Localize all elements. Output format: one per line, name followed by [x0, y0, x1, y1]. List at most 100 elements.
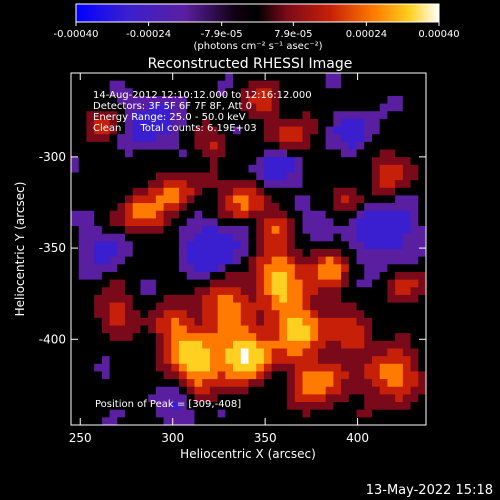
- info-detectors: Detectors: 3F 5F 6F 7F 8F, Att 0: [93, 101, 252, 112]
- image-pixel: [379, 379, 389, 388]
- image-pixel: [101, 80, 111, 89]
- image-pixel: [225, 371, 234, 380]
- image-pixel: [395, 302, 404, 311]
- image-pixel: [86, 218, 95, 227]
- image-pixel: [186, 371, 196, 380]
- image-pixel: [140, 356, 149, 365]
- image-pixel: [302, 356, 311, 365]
- image-pixel: [287, 126, 296, 135]
- image-pixel: [294, 203, 304, 212]
- image-pixel: [217, 172, 226, 181]
- image-pixel: [71, 180, 80, 189]
- image-pixel: [256, 417, 265, 425]
- image-pixel: [78, 149, 88, 158]
- image-pixel: [202, 317, 211, 327]
- image-pixel: [125, 118, 134, 128]
- image-pixel: [364, 271, 373, 281]
- image-pixel: [209, 363, 219, 373]
- image-pixel: [186, 271, 196, 281]
- image-pixel: [317, 180, 327, 189]
- image-pixel: [194, 417, 203, 425]
- image-pixel: [202, 287, 211, 296]
- image-pixel: [279, 348, 288, 357]
- image-pixel: [279, 402, 288, 411]
- image-pixel: [302, 180, 311, 189]
- image-pixel: [402, 340, 412, 350]
- image-pixel: [325, 264, 334, 273]
- image-pixel: [271, 402, 280, 411]
- image-pixel: [402, 302, 412, 311]
- image-pixel: [71, 356, 80, 365]
- image-pixel: [101, 348, 111, 357]
- image-pixel: [387, 371, 396, 380]
- image-pixel: [125, 157, 134, 166]
- image-pixel: [263, 394, 273, 403]
- image-pixel: [263, 195, 273, 204]
- image-pixel: [140, 340, 149, 350]
- image-pixel: [256, 80, 265, 89]
- image-pixel: [263, 126, 273, 135]
- image-pixel: [418, 249, 426, 258]
- image-pixel: [356, 141, 365, 151]
- image-pixel: [163, 233, 172, 242]
- image-pixel: [101, 340, 111, 350]
- image-pixel: [125, 73, 134, 82]
- image-pixel: [194, 241, 203, 250]
- image-pixel: [132, 226, 142, 235]
- image-pixel: [109, 264, 118, 273]
- image-pixel: [317, 103, 327, 112]
- image-pixel: [71, 264, 80, 273]
- image-pixel: [379, 80, 389, 89]
- image-pixel: [202, 126, 211, 135]
- image-pixel: [271, 356, 280, 365]
- image-pixel: [364, 172, 373, 181]
- image-pixel: [395, 73, 404, 82]
- image-pixel: [263, 348, 273, 357]
- image-pixel: [71, 233, 80, 242]
- image-pixel: [109, 348, 118, 357]
- image-pixel: [132, 88, 142, 97]
- image-pixel: [171, 172, 180, 181]
- image-pixel: [348, 180, 358, 189]
- image-pixel: [379, 126, 389, 135]
- image-pixel: [395, 118, 404, 128]
- image-pixel: [217, 187, 226, 197]
- image-pixel: [202, 141, 211, 151]
- image-pixel: [140, 203, 149, 212]
- image-pixel: [132, 180, 142, 189]
- image-pixel: [279, 210, 288, 219]
- image-pixel: [402, 363, 412, 373]
- image-pixel: [302, 333, 311, 342]
- image-pixel: [148, 409, 157, 418]
- image-pixel: [132, 271, 142, 281]
- image-pixel: [86, 164, 95, 174]
- image-pixel: [302, 203, 311, 212]
- image-pixel: [387, 210, 396, 219]
- image-pixel: [294, 157, 304, 166]
- image-pixel: [395, 371, 404, 380]
- image-pixel: [171, 348, 180, 357]
- image-pixel: [155, 287, 165, 296]
- image-pixel: [348, 203, 358, 212]
- image-pixel: [325, 226, 334, 235]
- image-pixel: [333, 333, 342, 342]
- image-pixel: [240, 409, 250, 418]
- image-pixel: [240, 348, 250, 357]
- image-pixel: [418, 88, 426, 97]
- image-pixel: [117, 402, 126, 411]
- image-pixel: [202, 340, 211, 350]
- image-pixel: [395, 233, 404, 242]
- image-pixel: [387, 409, 396, 418]
- image-pixel: [71, 118, 80, 128]
- image-pixel: [194, 302, 203, 311]
- image-pixel: [233, 118, 242, 128]
- image-pixel: [225, 409, 234, 418]
- image-pixel: [310, 187, 319, 197]
- image-pixel: [186, 279, 196, 288]
- image-pixel: [101, 118, 111, 128]
- image-pixel: [240, 226, 250, 235]
- image-pixel: [209, 394, 219, 403]
- image-pixel: [256, 379, 265, 388]
- image-pixel: [194, 287, 203, 296]
